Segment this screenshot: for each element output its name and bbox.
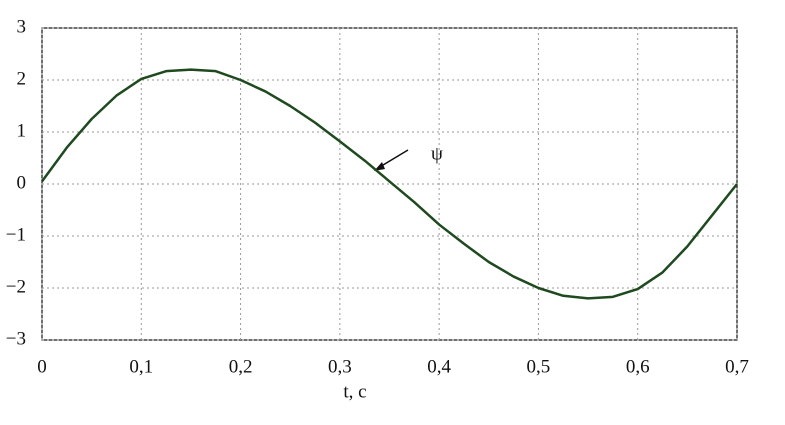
y-tick-label: −1 [6, 224, 26, 245]
x-tick-label: 0,1 [129, 356, 153, 377]
y-tick-label: 1 [17, 120, 27, 141]
line [40, 68, 738, 300]
x-tick-label: 0,3 [328, 356, 352, 377]
x-tick-label: 0,5 [527, 356, 551, 377]
y-tick-label: −3 [6, 328, 26, 349]
y-tick-label: 0 [17, 172, 27, 193]
x-tick-label: 0,7 [725, 356, 749, 377]
x-tick-label: 0,2 [229, 356, 253, 377]
x-axis-label: t, с [343, 381, 366, 402]
annotation-arrowhead [374, 162, 385, 171]
y-tick-label: 2 [17, 68, 27, 89]
x-tick-label: 0,6 [626, 356, 650, 377]
annotation: ψ [431, 143, 443, 164]
x-tick-label: 0,4 [427, 356, 451, 377]
y-tick-label: −2 [6, 276, 26, 297]
y-tick-label: 3 [17, 16, 27, 37]
x-tick-label: 0 [37, 356, 47, 377]
